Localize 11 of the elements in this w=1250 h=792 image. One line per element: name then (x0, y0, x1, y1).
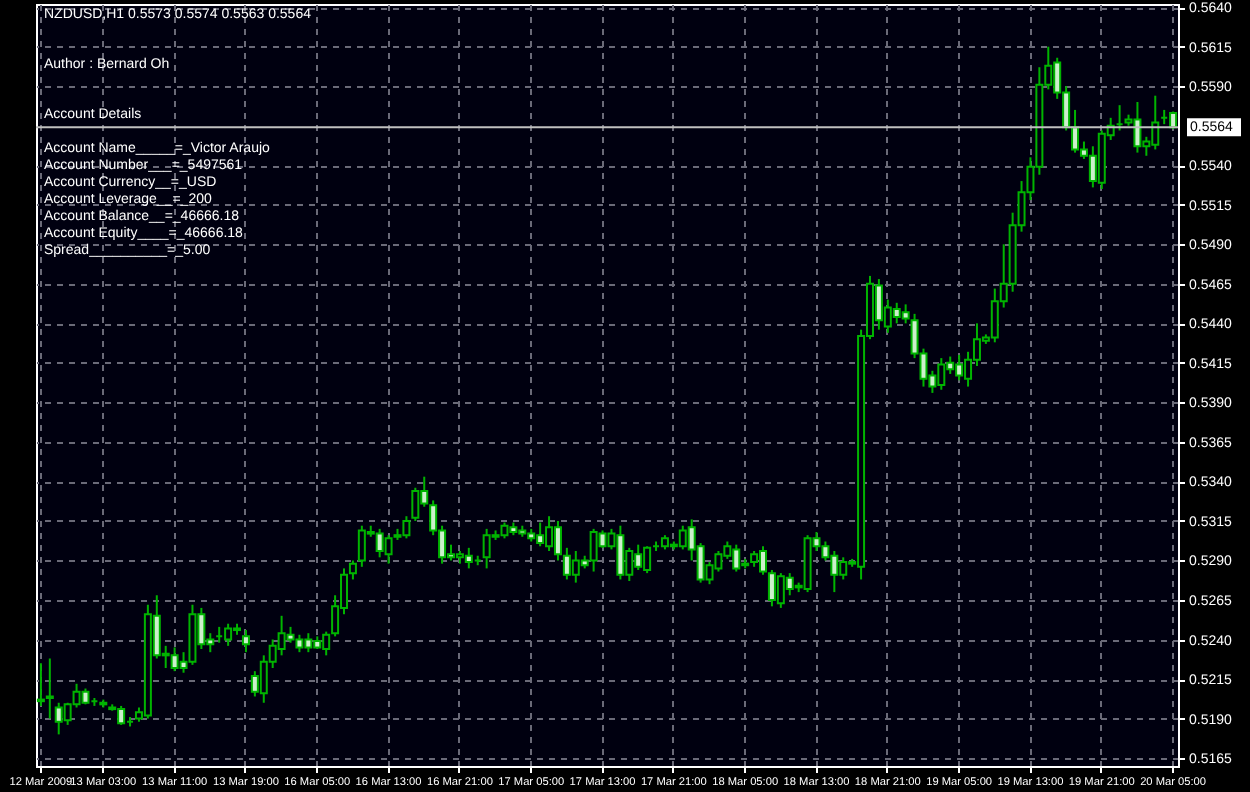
candlestick (464, 546, 473, 570)
candlestick (45, 657, 54, 720)
candlestick (411, 486, 420, 522)
candlestick (1071, 108, 1080, 154)
candlestick (1133, 101, 1142, 154)
candlestick (384, 534, 393, 565)
candlestick (553, 519, 562, 562)
candlestick (348, 559, 357, 581)
candlestick (241, 629, 250, 654)
candlestick (224, 622, 233, 647)
candlestick (188, 603, 197, 666)
